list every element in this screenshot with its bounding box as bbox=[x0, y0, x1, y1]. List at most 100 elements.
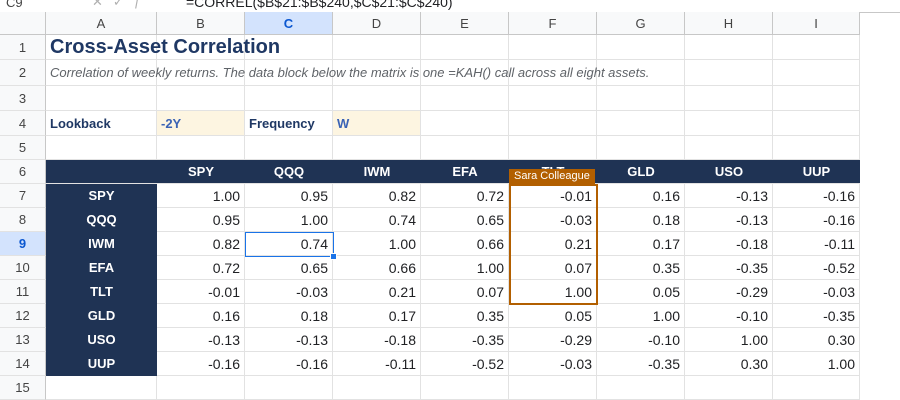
cell-f5[interactable] bbox=[509, 136, 597, 160]
cell-f3[interactable] bbox=[509, 86, 597, 111]
matrix-value[interactable]: 0.65 bbox=[421, 208, 509, 232]
cell-h4[interactable] bbox=[685, 111, 773, 136]
matrix-value[interactable]: -0.03 bbox=[245, 280, 333, 304]
matrix-value[interactable]: 0.82 bbox=[333, 184, 421, 208]
matrix-value[interactable]: -0.01 bbox=[157, 280, 245, 304]
close-icon[interactable]: ✕ bbox=[92, 0, 113, 9]
cell-g1[interactable] bbox=[597, 35, 685, 60]
cell-h5[interactable] bbox=[685, 136, 773, 160]
matrix-value[interactable]: 0.72 bbox=[421, 184, 509, 208]
lookback-input[interactable]: -2Y bbox=[157, 111, 245, 136]
row-header-3[interactable]: 3 bbox=[0, 86, 46, 111]
row-header-4[interactable]: 4 bbox=[0, 111, 46, 136]
row-header-6[interactable]: 6 bbox=[0, 160, 46, 184]
cell-d15[interactable] bbox=[333, 376, 421, 400]
check-icon[interactable]: ✓ bbox=[112, 0, 134, 9]
row-header-2[interactable]: 2 bbox=[0, 60, 46, 86]
matrix-value[interactable]: 0.66 bbox=[333, 256, 421, 280]
matrix-value[interactable]: 0.07 bbox=[421, 280, 509, 304]
matrix-value[interactable]: 0.05 bbox=[509, 304, 597, 328]
cell-g5[interactable] bbox=[597, 136, 685, 160]
matrix-value[interactable]: -0.13 bbox=[245, 328, 333, 352]
cell-i1[interactable] bbox=[773, 35, 860, 60]
row-header-14[interactable]: 14 bbox=[0, 352, 46, 376]
cell-f4[interactable] bbox=[509, 111, 597, 136]
matrix-corner[interactable] bbox=[46, 160, 157, 184]
cell-g15[interactable] bbox=[597, 376, 685, 400]
matrix-value[interactable]: 0.30 bbox=[773, 328, 860, 352]
cell-i5[interactable] bbox=[773, 136, 860, 160]
row-header-5[interactable]: 5 bbox=[0, 136, 46, 160]
matrix-row-header[interactable]: TLT bbox=[46, 280, 157, 304]
matrix-value[interactable]: -0.52 bbox=[773, 256, 860, 280]
column-header-b[interactable]: B bbox=[157, 12, 245, 35]
matrix-value[interactable]: -0.03 bbox=[509, 352, 597, 376]
matrix-value[interactable]: -0.10 bbox=[597, 328, 685, 352]
matrix-value[interactable]: 0.35 bbox=[421, 304, 509, 328]
matrix-value[interactable]: 0.30 bbox=[685, 352, 773, 376]
column-header-i[interactable]: I bbox=[773, 12, 860, 35]
cell-e4[interactable] bbox=[421, 111, 509, 136]
matrix-value[interactable]: -0.52 bbox=[421, 352, 509, 376]
matrix-row-header[interactable]: UUP bbox=[46, 352, 157, 376]
cell-i4[interactable] bbox=[773, 111, 860, 136]
select-all-corner[interactable] bbox=[0, 12, 46, 35]
matrix-value[interactable]: -0.16 bbox=[245, 352, 333, 376]
cell-e15[interactable] bbox=[421, 376, 509, 400]
matrix-value[interactable]: 1.00 bbox=[509, 280, 597, 304]
cell-c3[interactable] bbox=[245, 86, 333, 111]
matrix-value[interactable]: -0.18 bbox=[685, 232, 773, 256]
matrix-row-header[interactable]: SPY bbox=[46, 184, 157, 208]
matrix-value[interactable]: 0.82 bbox=[157, 232, 245, 256]
cell-g4[interactable] bbox=[597, 111, 685, 136]
cell-b3[interactable] bbox=[157, 86, 245, 111]
matrix-value[interactable]: 1.00 bbox=[421, 256, 509, 280]
matrix-value[interactable]: 0.16 bbox=[597, 184, 685, 208]
matrix-value[interactable]: 1.00 bbox=[685, 328, 773, 352]
cell-h1[interactable] bbox=[685, 35, 773, 60]
matrix-value[interactable]: -0.35 bbox=[773, 304, 860, 328]
matrix-col-header[interactable]: IWM bbox=[333, 160, 421, 184]
matrix-value[interactable]: 0.65 bbox=[245, 256, 333, 280]
matrix-value[interactable]: 0.05 bbox=[597, 280, 685, 304]
cell-d3[interactable] bbox=[333, 86, 421, 111]
cell-f1[interactable] bbox=[509, 35, 597, 60]
matrix-row-header[interactable]: USO bbox=[46, 328, 157, 352]
cell-d5[interactable] bbox=[333, 136, 421, 160]
matrix-value[interactable]: -0.10 bbox=[685, 304, 773, 328]
cell-h15[interactable] bbox=[685, 376, 773, 400]
matrix-value[interactable]: -0.35 bbox=[685, 256, 773, 280]
matrix-value[interactable]: 1.00 bbox=[773, 352, 860, 376]
matrix-value[interactable]: 1.00 bbox=[157, 184, 245, 208]
matrix-value[interactable]: 0.35 bbox=[597, 256, 685, 280]
row-header-10[interactable]: 10 bbox=[0, 256, 46, 280]
row-header-1[interactable]: 1 bbox=[0, 35, 46, 60]
sheet-title[interactable]: Cross-Asset Correlation bbox=[46, 35, 446, 60]
matrix-value[interactable]: -0.16 bbox=[773, 184, 860, 208]
column-header-g[interactable]: G bbox=[597, 12, 685, 35]
cell-a3[interactable] bbox=[46, 86, 157, 111]
cell-i3[interactable] bbox=[773, 86, 860, 111]
matrix-value[interactable]: 0.18 bbox=[245, 304, 333, 328]
matrix-row-header[interactable]: EFA bbox=[46, 256, 157, 280]
column-header-h[interactable]: H bbox=[685, 12, 773, 35]
cell-c5[interactable] bbox=[245, 136, 333, 160]
cell-e1[interactable] bbox=[421, 35, 509, 60]
matrix-value[interactable]: 0.21 bbox=[333, 280, 421, 304]
matrix-value[interactable]: 0.16 bbox=[157, 304, 245, 328]
sheet-subtitle[interactable]: Correlation of weekly returns. The data … bbox=[46, 60, 746, 86]
cell-g3[interactable] bbox=[597, 86, 685, 111]
matrix-value[interactable]: 0.07 bbox=[509, 256, 597, 280]
matrix-row-header[interactable]: GLD bbox=[46, 304, 157, 328]
row-header-11[interactable]: 11 bbox=[0, 280, 46, 304]
matrix-value[interactable]: -0.01 bbox=[509, 184, 597, 208]
column-header-f[interactable]: F bbox=[509, 12, 597, 35]
matrix-value[interactable]: 0.72 bbox=[157, 256, 245, 280]
formula-input[interactable]: =CORREL($B$21:$B$240,$C$21:$C$240) bbox=[186, 0, 453, 10]
row-header-12[interactable]: 12 bbox=[0, 304, 46, 328]
cell-e5[interactable] bbox=[421, 136, 509, 160]
lookback-label[interactable]: Lookback bbox=[46, 111, 157, 136]
cell-h3[interactable] bbox=[685, 86, 773, 111]
cell-i2[interactable] bbox=[773, 60, 860, 86]
matrix-value[interactable]: 1.00 bbox=[333, 232, 421, 256]
